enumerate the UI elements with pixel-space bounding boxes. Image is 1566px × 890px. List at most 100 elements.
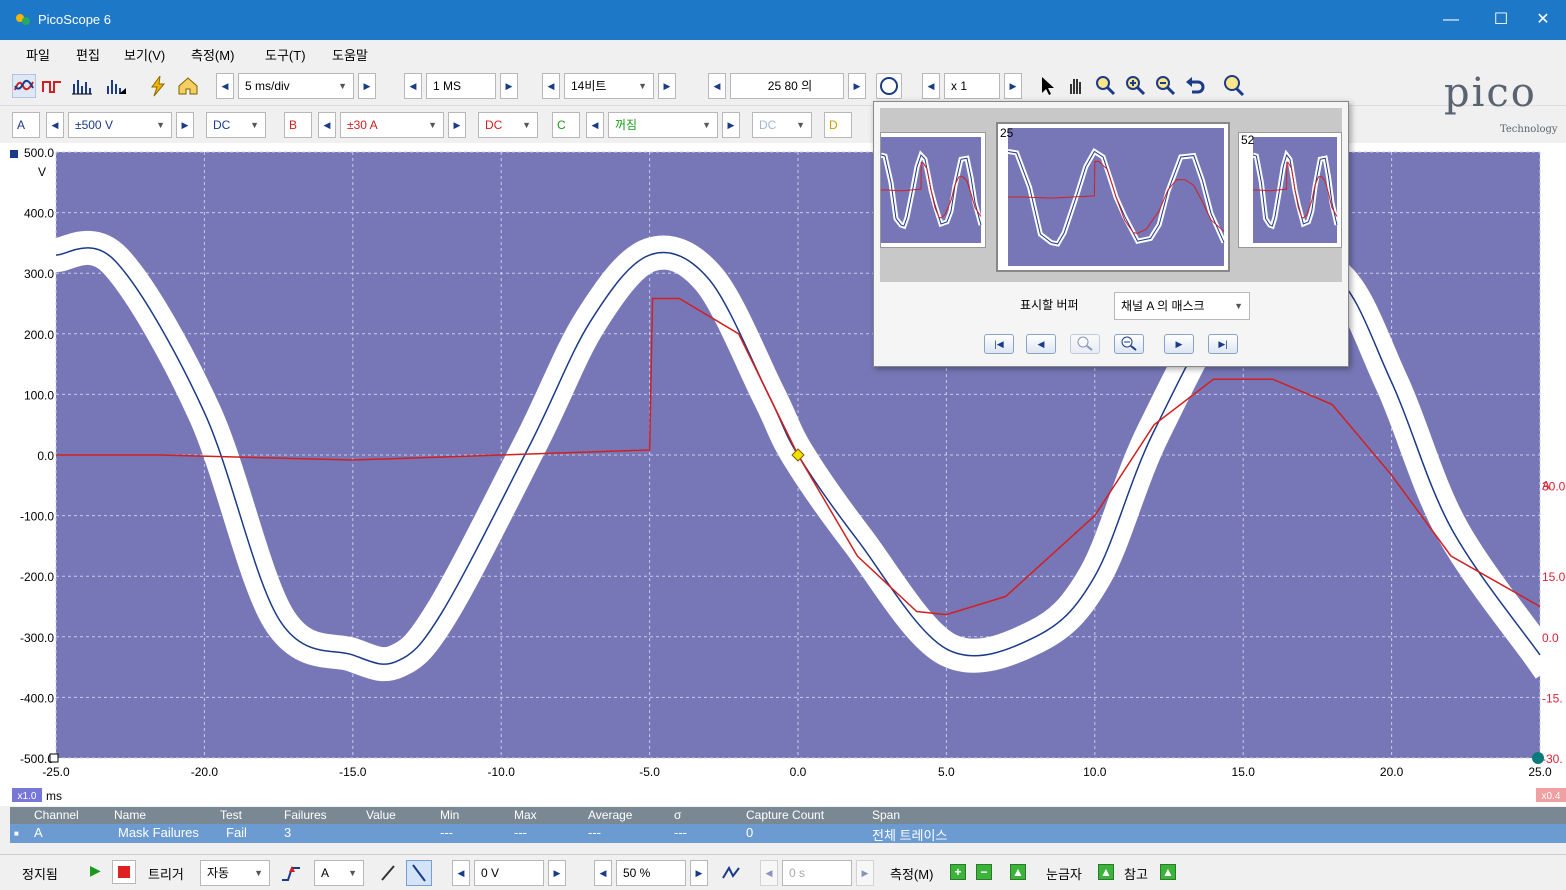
pretrigger-field[interactable]: 50 % [616,860,686,886]
delay-field[interactable]: 0 s [782,860,852,886]
table-row[interactable]: ■ A Mask Failures Fail 3 --- --- --- ---… [10,824,1566,843]
col-average[interactable]: Average [588,808,633,822]
channel-c-coupling-select[interactable]: DC ▼ [752,112,812,138]
zoom-overview-icon[interactable] [1222,74,1246,98]
trigger-edge-icon[interactable] [280,862,302,884]
pretrigger-next[interactable]: ▶ [690,860,708,886]
menu-tools[interactable]: 도구(T) [265,48,306,63]
channel-b-range-prev[interactable]: ◀ [318,112,336,138]
buffer-select[interactable]: 채널 A 의 매스크 ▼ [1114,292,1250,320]
reference-icon[interactable]: ▲ [1160,864,1176,880]
run-button[interactable]: ▶ [90,862,101,878]
persistence-mode-icon[interactable] [40,74,64,98]
channel-c-range-select[interactable]: 꺼짐 ▼ [608,112,718,138]
maximize-button[interactable]: ☐ [1493,11,1509,28]
col-value[interactable]: Value [366,808,396,822]
edit-measurement-icon[interactable]: ▲ [1010,864,1026,880]
menu-edit[interactable]: 편집 [76,48,100,63]
col-name[interactable]: Name [114,808,147,822]
col-min[interactable]: Min [440,808,460,822]
samples-prev-button[interactable]: ◀ [404,73,422,99]
col-channel[interactable]: Channel [34,808,79,822]
resolution-next-button[interactable]: ▶ [658,73,676,99]
menu-file[interactable]: 파일 [26,48,50,63]
first-buffer-button[interactable]: |◀ [984,334,1014,354]
pretrigger-prev[interactable]: ◀ [594,860,612,886]
channel-a-range-next[interactable]: ▶ [176,112,194,138]
channel-b-coupling-select[interactable]: DC ▼ [478,112,538,138]
thumb-zoom-in-button[interactable] [1070,334,1100,354]
thumb-trace-b [1253,162,1338,219]
stop-button[interactable] [112,860,136,884]
rising-edge-icon[interactable] [378,862,400,884]
remove-measurement-icon[interactable]: − [976,864,992,880]
minimize-button[interactable]: — [1443,11,1459,28]
menu-help[interactable]: 도움말 [332,48,368,63]
channel-c-range-prev[interactable]: ◀ [586,112,604,138]
col-failures[interactable]: Failures [284,808,327,822]
channel-a-coupling-select[interactable]: DC ▼ [206,112,266,138]
thumbnail-current[interactable]: 25 [996,122,1230,272]
buffer-next-button[interactable]: ▶ [848,73,866,99]
delay-prev[interactable]: ◀ [760,860,778,886]
undo-zoom-icon[interactable] [1184,74,1206,98]
channel-c-label[interactable]: C [552,112,580,138]
resolution-prev-button[interactable]: ◀ [542,73,560,99]
row-marker-icon: ■ [14,829,19,838]
channel-a-range-select[interactable]: ±500 V ▼ [68,112,172,138]
hand-tool-icon[interactable] [1064,74,1086,98]
thumbnail-prev[interactable] [880,132,986,248]
delay-next[interactable]: ▶ [856,860,874,886]
add-view-icon[interactable] [104,74,128,98]
channel-b-range-select[interactable]: ±30 A ▼ [340,112,444,138]
last-buffer-button[interactable]: ▶| [1208,334,1238,354]
zoom-prev-button[interactable]: ◀ [922,73,940,99]
delay-icon[interactable] [720,862,742,884]
thumbnail-next[interactable]: 52 [1238,132,1342,248]
trigger-mode-select[interactable]: 자동 ▼ [200,860,270,886]
scope-mode-icon[interactable] [12,74,36,98]
falling-edge-button[interactable] [406,860,432,886]
channel-d-label[interactable]: D [824,112,852,138]
next-buffer-button[interactable]: ▶ [1164,334,1194,354]
buffer-field[interactable]: 25 80 의 [730,73,844,99]
thumb-zoom-out-button[interactable] [1114,334,1144,354]
pointer-tool-icon[interactable] [1036,74,1058,98]
col-capture-count[interactable]: Capture Count [746,808,825,822]
samples-next-button[interactable]: ▶ [500,73,518,99]
col-max[interactable]: Max [514,808,537,822]
close-button[interactable]: ✕ [1536,11,1550,28]
channel-a-range-prev[interactable]: ◀ [46,112,64,138]
home-icon[interactable] [176,74,200,98]
channel-b-label[interactable]: B [284,112,312,138]
menu-measure[interactable]: 측정(M) [191,48,235,63]
zoom-field[interactable]: x 1 [944,73,1000,99]
zoom-in-icon[interactable] [1124,74,1146,98]
spectrum-mode-icon[interactable] [70,74,94,98]
channel-b-range-next[interactable]: ▶ [448,112,466,138]
timebase-prev-button[interactable]: ◀ [216,73,234,99]
zoom-window-icon[interactable] [1094,74,1116,98]
channel-a-label[interactable]: A [12,112,40,138]
timebase-next-button[interactable]: ▶ [358,73,376,99]
signal-generator-icon[interactable] [146,74,170,98]
trigger-level-next[interactable]: ▶ [548,860,566,886]
trigger-channel-select[interactable]: A ▼ [314,860,364,886]
zoom-out-icon[interactable] [1154,74,1176,98]
ruler-icon[interactable]: ▲ [1098,864,1114,880]
zoom-next-button[interactable]: ▶ [1004,73,1022,99]
buffer-prev-button[interactable]: ◀ [708,73,726,99]
channel-c-range-next[interactable]: ▶ [722,112,740,138]
prev-buffer-button[interactable]: ◀ [1026,334,1056,354]
timebase-select[interactable]: 5 ms/div ▼ [238,73,354,99]
col-sigma[interactable]: σ [674,808,682,822]
add-measurement-icon[interactable]: + [950,864,966,880]
samples-select[interactable]: 1 MS [426,73,496,99]
buffer-navigator-button[interactable] [876,73,902,99]
col-test[interactable]: Test [220,808,243,822]
trigger-level-prev[interactable]: ◀ [452,860,470,886]
col-span[interactable]: Span [872,808,901,822]
trigger-level-field[interactable]: 0 V [474,860,544,886]
resolution-select[interactable]: 14비트 ▼ [564,73,654,99]
menu-view[interactable]: 보기(V) [124,48,166,63]
